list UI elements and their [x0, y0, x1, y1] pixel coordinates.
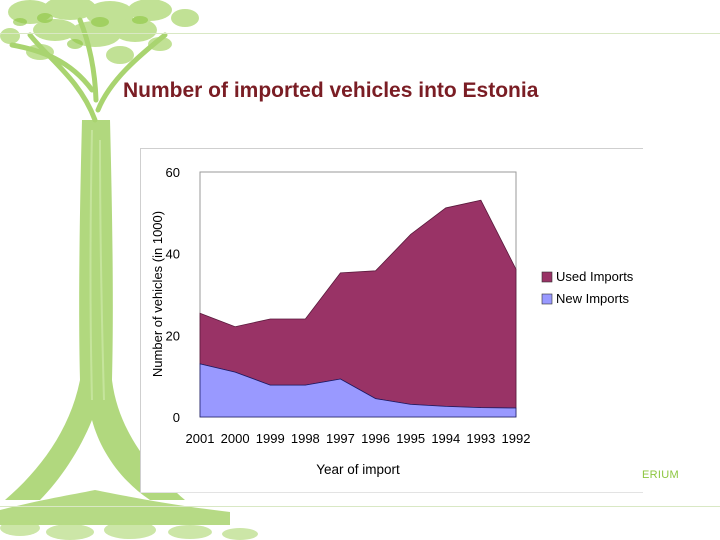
legend-swatch	[541, 271, 553, 283]
legend-label: New Imports	[556, 291, 629, 306]
x-tick-label: 1993	[466, 431, 495, 446]
x-tick-label: 1996	[361, 431, 390, 446]
y-tick-label: 40	[166, 247, 180, 262]
y-tick-label: 0	[173, 410, 180, 425]
x-tick-label: 1994	[431, 431, 460, 446]
x-tick-label: 1995	[396, 431, 425, 446]
footer-logo-text: ERIUM	[642, 469, 679, 481]
y-tick-label: 60	[166, 165, 180, 180]
x-tick-label: 1998	[291, 431, 320, 446]
x-tick-label: 1992	[502, 431, 531, 446]
header-divider	[0, 33, 720, 34]
x-tick-label: 2000	[221, 431, 250, 446]
slide-title: Number of imported vehicles into Estonia	[123, 79, 539, 102]
x-axis-label: Year of import	[316, 462, 400, 477]
x-tick-label: 1997	[326, 431, 355, 446]
footer-divider	[0, 506, 720, 507]
y-axis-label: Number of vehicles (in 1000)	[150, 211, 165, 377]
x-tick-label: 2001	[186, 431, 215, 446]
legend-swatch	[541, 293, 553, 305]
tree-icon	[0, 0, 258, 540]
legend-label: Used Imports	[556, 269, 634, 284]
area-chart: 0 20 40 60 2001 2000 1999 1998 1997 1996 1995 1994 1…	[150, 165, 634, 477]
x-tick-label: 1999	[256, 431, 285, 446]
area-new-imports	[199, 363, 517, 418]
y-tick-label: 20	[166, 328, 180, 343]
